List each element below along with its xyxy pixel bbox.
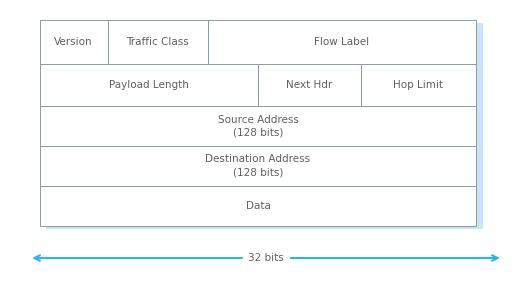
Text: Destination Address
(128 bits): Destination Address (128 bits): [205, 155, 311, 177]
Text: Payload Length: Payload Length: [109, 80, 189, 90]
Text: Version: Version: [54, 37, 93, 47]
Text: 32 bits: 32 bits: [248, 253, 284, 263]
Bar: [40, 20, 107, 64]
Bar: [40, 106, 476, 146]
Text: Next Hdr: Next Hdr: [286, 80, 332, 90]
Text: Source Address
(128 bits): Source Address (128 bits): [218, 115, 298, 137]
Bar: [361, 64, 476, 106]
Bar: [40, 186, 476, 226]
Bar: [258, 64, 361, 106]
Bar: [40, 146, 476, 186]
Text: Data: Data: [246, 201, 270, 211]
Bar: [40, 64, 258, 106]
Text: Hop Limit: Hop Limit: [393, 80, 443, 90]
Text: Flow Label: Flow Label: [314, 37, 370, 47]
Bar: [107, 20, 208, 64]
Text: Traffic Class: Traffic Class: [126, 37, 189, 47]
Bar: [208, 20, 476, 64]
Bar: [46, 23, 483, 229]
